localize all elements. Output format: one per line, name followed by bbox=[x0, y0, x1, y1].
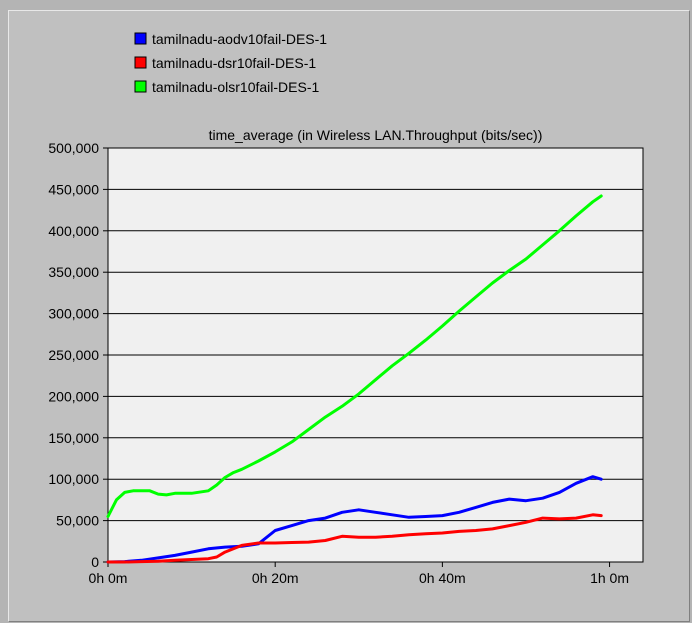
series-line-2 bbox=[106, 513, 603, 564]
y-tick-label: 0 bbox=[91, 554, 99, 570]
x-tick-label: 0h 20m bbox=[252, 570, 299, 586]
legend-swatch bbox=[134, 56, 147, 69]
x-tick-label: 0h 40m bbox=[419, 570, 466, 586]
legend-label: tamilnadu-dsr10fail-DES-1 bbox=[152, 55, 316, 71]
y-tick-label: 350,000 bbox=[48, 264, 99, 280]
throughput-chart: tamilnadu-aodv10fail-DES-1 tamilnadu-dsr1… bbox=[48, 31, 644, 586]
y-tick-label: 50,000 bbox=[56, 513, 99, 529]
legend-swatch bbox=[134, 80, 147, 93]
y-tick-label: 100,000 bbox=[48, 471, 99, 487]
x-tick-label: 0h 0m bbox=[89, 570, 128, 586]
y-tick-label: 300,000 bbox=[48, 306, 99, 322]
chart-title: time_average (in Wireless LAN.Throughput… bbox=[209, 127, 543, 143]
y-tick-label: 400,000 bbox=[48, 223, 99, 239]
legend: tamilnadu-aodv10fail-DES-1 tamilnadu-dsr1… bbox=[134, 31, 327, 95]
y-tick-label: 200,000 bbox=[48, 388, 99, 404]
y-axis: 0 50,000 100,000 150,000 200,000 250,000 300,0… bbox=[48, 140, 108, 570]
y-tick-label: 150,000 bbox=[48, 430, 99, 446]
legend-label: tamilnadu-olsr10fail-DES-1 bbox=[152, 79, 320, 95]
series-line-1 bbox=[106, 475, 603, 564]
x-axis: 0h 0m 0h 20m 0h 40m 1h 0m bbox=[89, 562, 629, 586]
y-tick-label: 450,000 bbox=[48, 181, 99, 197]
y-tick-label: 250,000 bbox=[48, 347, 99, 363]
y-tick-label: 500,000 bbox=[48, 140, 99, 156]
series-lines bbox=[106, 194, 603, 564]
chart-frame: tamilnadu-aodv10fail-DES-1 tamilnadu-dsr1… bbox=[8, 10, 690, 622]
legend-label: tamilnadu-aodv10fail-DES-1 bbox=[152, 31, 327, 47]
grid-lines bbox=[108, 188, 643, 522]
x-tick-label: 1h 0m bbox=[590, 570, 629, 586]
legend-swatch bbox=[134, 32, 147, 45]
series-line-3 bbox=[106, 194, 603, 518]
